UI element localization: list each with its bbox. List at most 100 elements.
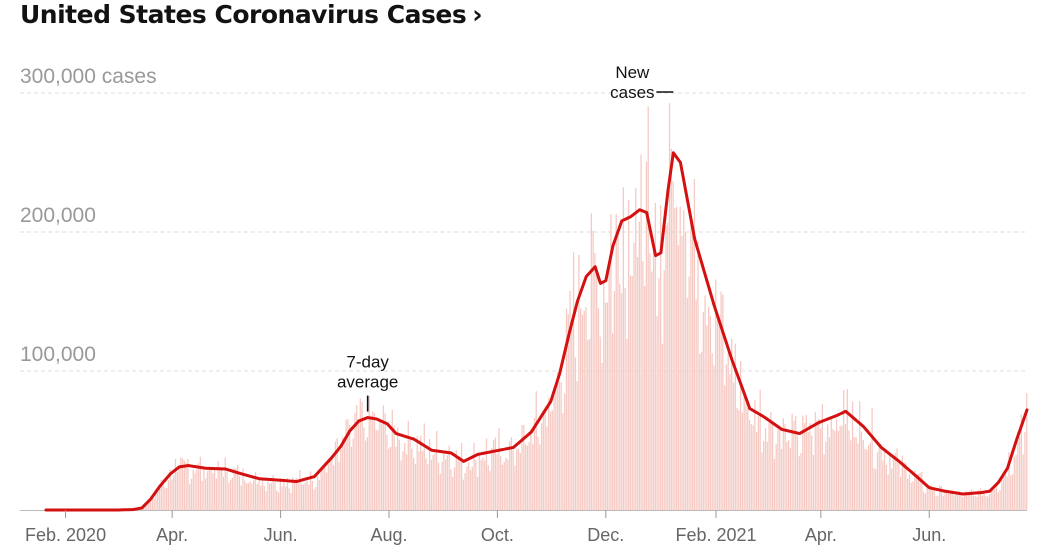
new-cases-bar [631, 275, 633, 510]
new-cases-bar [901, 455, 903, 510]
new-cases-bar [999, 490, 1001, 510]
new-cases-bar [995, 485, 998, 510]
new-cases-bar [528, 442, 530, 510]
new-cases-bar [217, 461, 219, 510]
new-cases-bar [574, 357, 576, 510]
new-cases-bar [1011, 474, 1014, 510]
new-cases-bars [117, 103, 1028, 511]
new-cases-bar [887, 474, 889, 510]
new-cases-bar [372, 411, 374, 510]
new-cases-bar [619, 283, 621, 510]
new-cases-bar [1019, 437, 1021, 510]
new-cases-bar [699, 354, 701, 510]
new-cases-bar [656, 316, 658, 510]
new-cases-bar [530, 428, 532, 510]
new-cases-bar [301, 484, 303, 510]
new-cases-bar [1008, 452, 1010, 510]
new-cases-bar [537, 436, 539, 510]
new-cases-bar [158, 487, 161, 510]
new-cases-bar [524, 444, 527, 510]
new-cases-bar [752, 425, 754, 510]
new-cases-bar [782, 418, 784, 510]
new-cases-bar [869, 442, 871, 510]
new-cases-bar [205, 478, 207, 510]
new-cases-bar [709, 315, 712, 510]
new-cases-bar [308, 484, 310, 510]
new-cases-bar [789, 447, 792, 510]
new-cases-bar [311, 480, 313, 510]
new-cases-bar [745, 403, 747, 510]
new-cases-bar [471, 466, 473, 510]
new-cases-bar [818, 418, 820, 510]
new-cases-bar [221, 469, 223, 510]
new-cases-bar [743, 394, 745, 510]
new-cases-bar [315, 486, 317, 510]
new-cases-bar [880, 443, 882, 510]
new-cases-bar [871, 407, 873, 510]
new-cases-bar [645, 161, 648, 511]
new-cases-bar [317, 476, 319, 510]
new-cases-bar [965, 491, 967, 510]
new-cases-bar [208, 466, 210, 510]
new-cases-bar [219, 467, 221, 510]
new-cases-bar [711, 353, 713, 510]
new-cases-bar [384, 413, 386, 510]
new-cases-bar [555, 383, 557, 510]
new-cases-bar [979, 488, 982, 510]
new-cases-bar [501, 464, 504, 510]
new-cases-bar [345, 419, 347, 510]
new-cases-bar [464, 473, 466, 510]
new-cases-bar [597, 308, 600, 510]
new-cases-bar [747, 407, 749, 510]
new-cases-bar [405, 454, 408, 510]
new-cases-bar [1006, 476, 1008, 510]
new-cases-bar [697, 241, 699, 510]
new-cases-bar [617, 232, 619, 510]
new-cases-bar [684, 232, 687, 511]
new-cases-bar [215, 478, 217, 510]
new-cases-bar [212, 473, 214, 510]
new-cases-bar [899, 476, 902, 510]
new-cases-bar [1003, 474, 1005, 510]
new-cases-bar [613, 291, 616, 510]
new-cases-bar [739, 361, 742, 510]
new-cases-bar [571, 327, 573, 510]
new-cases-bar [636, 257, 639, 510]
new-cases-bar [661, 343, 664, 510]
new-cases-bar [939, 485, 941, 510]
new-cases-bar [768, 422, 770, 510]
new-cases-bar [569, 290, 571, 510]
new-cases-bar [706, 325, 708, 510]
x-tick-label: Feb. 2020 [25, 525, 106, 545]
new-cases-bar [958, 490, 960, 510]
new-cases-bar [153, 498, 155, 510]
new-cases-bar [796, 435, 799, 510]
new-cases-bar [825, 441, 827, 510]
new-cases-bar [423, 423, 425, 510]
new-cases-bar [366, 437, 369, 510]
new-cases-bar [475, 459, 477, 510]
new-cases-bar [192, 469, 194, 510]
new-cases-bar [352, 438, 354, 510]
new-cases-bar [381, 423, 383, 510]
new-cases-bar [548, 398, 550, 510]
new-cases-bar [373, 413, 376, 510]
new-cases-bar [361, 401, 363, 510]
new-cases-bar [935, 495, 937, 510]
new-cases-bar [855, 436, 857, 510]
y-gridlines [20, 92, 1027, 511]
new-cases-bar [720, 291, 722, 510]
new-cases-bar [396, 427, 399, 510]
new-cases-bar [267, 481, 269, 510]
new-cases-bar [878, 443, 880, 510]
new-cases-bar [430, 459, 433, 510]
page-title[interactable]: United States Coronavirus Cases › [20, 0, 483, 29]
new-cases-bar [183, 460, 186, 510]
new-cases-bar [715, 279, 717, 510]
new-cases-bar [565, 308, 568, 510]
new-cases-bar [677, 245, 680, 510]
new-cases-bar [857, 443, 859, 510]
new-cases-bar [206, 471, 209, 510]
new-cases-bar [329, 458, 331, 510]
new-cases-bar [748, 419, 751, 510]
